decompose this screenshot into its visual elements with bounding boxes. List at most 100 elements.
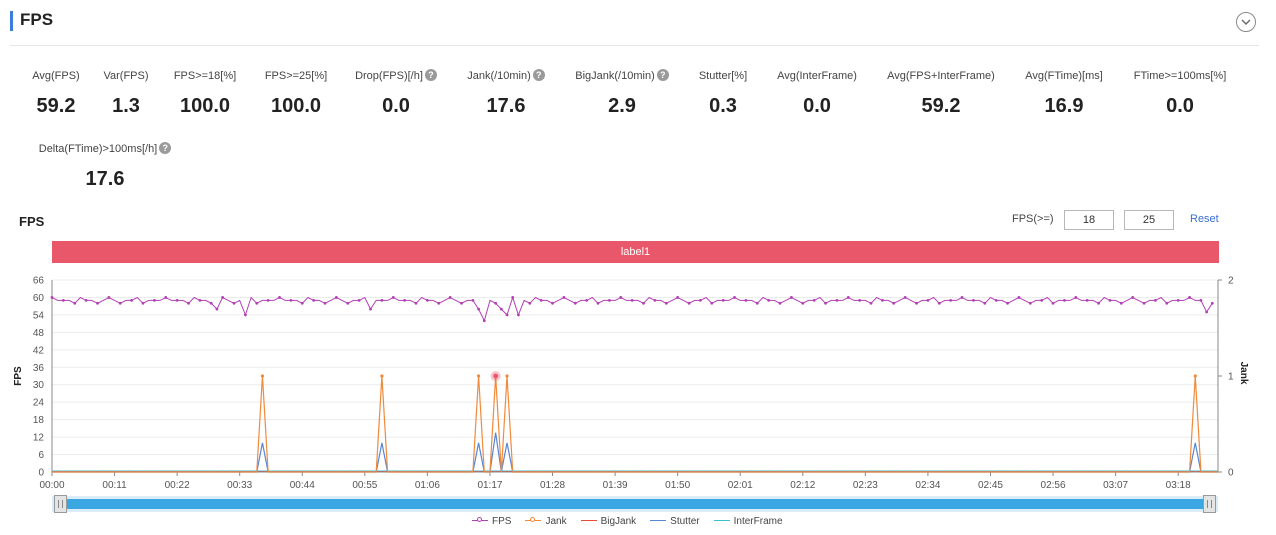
fps-point bbox=[1176, 298, 1180, 302]
baseline-marker bbox=[469, 470, 471, 472]
baseline-marker bbox=[136, 470, 139, 472]
fps-point bbox=[334, 296, 338, 299]
baseline-marker bbox=[1032, 470, 1034, 472]
metric-value: 1.3 bbox=[112, 95, 140, 117]
fps-point bbox=[1063, 298, 1066, 302]
reset-link[interactable]: Reset bbox=[1190, 213, 1219, 225]
stutter-line bbox=[52, 432, 1218, 473]
metric-bigjank-10min: BigJank(/10min)? 2.9 bbox=[542, 66, 702, 118]
baseline-marker bbox=[605, 470, 608, 472]
metric-value: 0.3 bbox=[709, 95, 737, 117]
legend-swatch-icon bbox=[713, 516, 730, 524]
help-icon[interactable]: ? bbox=[656, 69, 669, 81]
baseline-marker bbox=[1126, 470, 1128, 472]
fps-threshold-low-input[interactable] bbox=[1064, 210, 1114, 230]
legend-swatch-icon bbox=[650, 516, 667, 524]
baseline-marker bbox=[1075, 470, 1077, 472]
baseline-marker bbox=[187, 470, 190, 472]
fps-point bbox=[391, 296, 395, 299]
legend-label: Stutter bbox=[670, 516, 700, 527]
baseline-marker bbox=[912, 470, 915, 472]
jank-point bbox=[260, 374, 265, 378]
jank-point bbox=[476, 374, 481, 378]
metric-label: Avg(FPS) bbox=[32, 70, 80, 82]
fps-point bbox=[437, 301, 441, 305]
legend-item-stutter[interactable]: Stutter bbox=[650, 516, 700, 527]
fps-point bbox=[1028, 301, 1032, 305]
chart-legend: FPS Jank BigJank Stutter InterFrame bbox=[472, 516, 797, 530]
metric-label: Drop(FPS)[/h]? bbox=[355, 69, 437, 82]
baseline-marker bbox=[273, 470, 275, 472]
fps-point bbox=[915, 301, 918, 305]
x-tick-label: 02:12 bbox=[790, 480, 815, 491]
baseline-marker bbox=[1194, 470, 1197, 472]
help-icon[interactable]: ? bbox=[159, 142, 172, 154]
metric-drop-fps-h: Drop(FPS)[/h]? 0.0 bbox=[316, 66, 476, 118]
baseline-marker bbox=[59, 470, 62, 472]
baseline-marker bbox=[947, 470, 949, 472]
baseline-marker bbox=[119, 470, 122, 472]
zoom-slider-left-handle[interactable] bbox=[54, 495, 67, 513]
fps-point bbox=[494, 301, 498, 305]
baseline-marker bbox=[929, 470, 932, 472]
baseline-marker bbox=[563, 470, 565, 472]
metric-label: FTime>=100ms[%] bbox=[1133, 70, 1227, 82]
zoom-slider-right-handle[interactable] bbox=[1203, 495, 1216, 513]
fps-point bbox=[892, 301, 896, 305]
baseline-marker bbox=[571, 470, 574, 472]
label-bar[interactable]: label1 bbox=[52, 241, 1219, 263]
baseline-marker bbox=[793, 470, 796, 472]
fps-point bbox=[710, 301, 714, 305]
fps-point bbox=[687, 301, 691, 305]
metric-value: 16.9 bbox=[1044, 95, 1084, 117]
baseline-marker bbox=[989, 470, 992, 472]
legend-item-jank[interactable]: Jank bbox=[525, 516, 567, 527]
fps-point bbox=[835, 298, 839, 302]
fps-point bbox=[1085, 298, 1089, 302]
baseline-marker bbox=[1092, 470, 1094, 472]
help-icon[interactable]: ? bbox=[424, 69, 437, 81]
baseline-marker bbox=[349, 470, 352, 472]
baseline-marker bbox=[750, 470, 753, 472]
help-icon[interactable]: ? bbox=[532, 69, 545, 81]
baseline-marker bbox=[477, 470, 480, 472]
y-left-tick-label: 12 bbox=[33, 433, 45, 444]
fps-point bbox=[881, 298, 884, 302]
metric-value: 100.0 bbox=[179, 95, 231, 117]
y-left-tick-label: 42 bbox=[33, 345, 45, 356]
fps-threshold-high-input[interactable] bbox=[1124, 210, 1174, 230]
zoom-slider-range[interactable] bbox=[66, 499, 1204, 509]
fps-point bbox=[300, 301, 304, 305]
baseline-marker bbox=[221, 470, 224, 472]
baseline-marker bbox=[554, 470, 557, 472]
baseline-marker bbox=[887, 470, 889, 472]
y-left-tick-label: 24 bbox=[33, 398, 45, 409]
legend-item-fps[interactable]: FPS bbox=[472, 516, 511, 527]
metric-value: 17.6 bbox=[85, 168, 125, 190]
fps-point bbox=[1165, 301, 1169, 305]
jank-line bbox=[52, 375, 1218, 473]
baseline-marker bbox=[1006, 470, 1009, 472]
fps-point bbox=[511, 296, 515, 299]
legend-item-interframe[interactable]: InterFrame bbox=[713, 516, 783, 527]
baseline-marker bbox=[1049, 470, 1052, 472]
x-tick-label: 01:06 bbox=[415, 480, 440, 491]
fps-point bbox=[141, 301, 145, 305]
fps-threshold-label: FPS(>=) bbox=[1012, 213, 1054, 225]
baseline-marker bbox=[784, 470, 787, 472]
fps-point bbox=[994, 298, 998, 302]
baseline-marker bbox=[776, 470, 778, 472]
baseline-marker bbox=[656, 470, 659, 472]
fps-point bbox=[824, 301, 827, 305]
fps-point bbox=[733, 296, 736, 299]
baseline-marker bbox=[955, 470, 958, 472]
legend-item-bigjank[interactable]: BigJank bbox=[580, 516, 636, 527]
fps-point bbox=[619, 296, 623, 299]
baseline-marker bbox=[964, 470, 966, 472]
legend-label: Jank bbox=[545, 516, 567, 527]
chevron-down-icon[interactable] bbox=[1236, 12, 1256, 32]
baseline-marker bbox=[895, 470, 898, 472]
baseline-marker bbox=[631, 470, 633, 472]
baseline-marker bbox=[1015, 470, 1017, 472]
